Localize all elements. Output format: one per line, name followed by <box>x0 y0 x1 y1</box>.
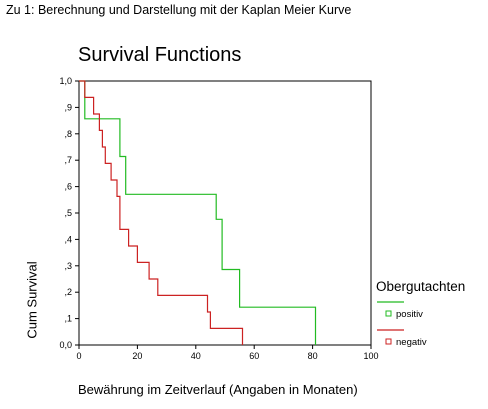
y-tick-label: 1,0 <box>59 76 72 86</box>
x-tick-label: 80 <box>308 351 318 361</box>
chart-title: Survival Functions <box>78 44 242 66</box>
y-tick-label: 0,0 <box>59 340 72 350</box>
y-tick-label: ,9 <box>64 102 72 112</box>
x-tick-label: 20 <box>132 351 142 361</box>
series-line-negativ <box>79 80 244 345</box>
legend-marker-positiv <box>385 310 392 317</box>
legend-marker-negativ <box>385 338 392 345</box>
series-line-positiv <box>79 80 317 345</box>
x-tick-label: 40 <box>191 351 201 361</box>
y-tick-label: ,3 <box>64 261 72 271</box>
x-tick-label: 100 <box>363 351 378 361</box>
legend-title: Obergutachten <box>376 279 466 294</box>
x-axis-label: Bewährung im Zeitverlauf (Angaben in Mon… <box>78 382 358 397</box>
y-tick-label: ,6 <box>64 182 72 192</box>
legend-label-positiv: positiv <box>396 309 423 320</box>
plot-frame <box>78 80 372 346</box>
page-heading: Zu 1: Berechnung und Darstellung mit der… <box>6 3 352 17</box>
y-tick-label: ,4 <box>64 234 72 244</box>
x-tick-label: 0 <box>76 351 81 361</box>
y-tick-label: ,8 <box>64 129 72 139</box>
y-tick-label: ,1 <box>64 314 72 324</box>
y-tick-label: ,5 <box>64 208 72 218</box>
y-tick-label: ,7 <box>64 155 72 165</box>
y-tick-label: ,2 <box>64 287 72 297</box>
legend-label-negativ: negativ <box>396 337 427 348</box>
x-tick-label: 60 <box>249 351 259 361</box>
